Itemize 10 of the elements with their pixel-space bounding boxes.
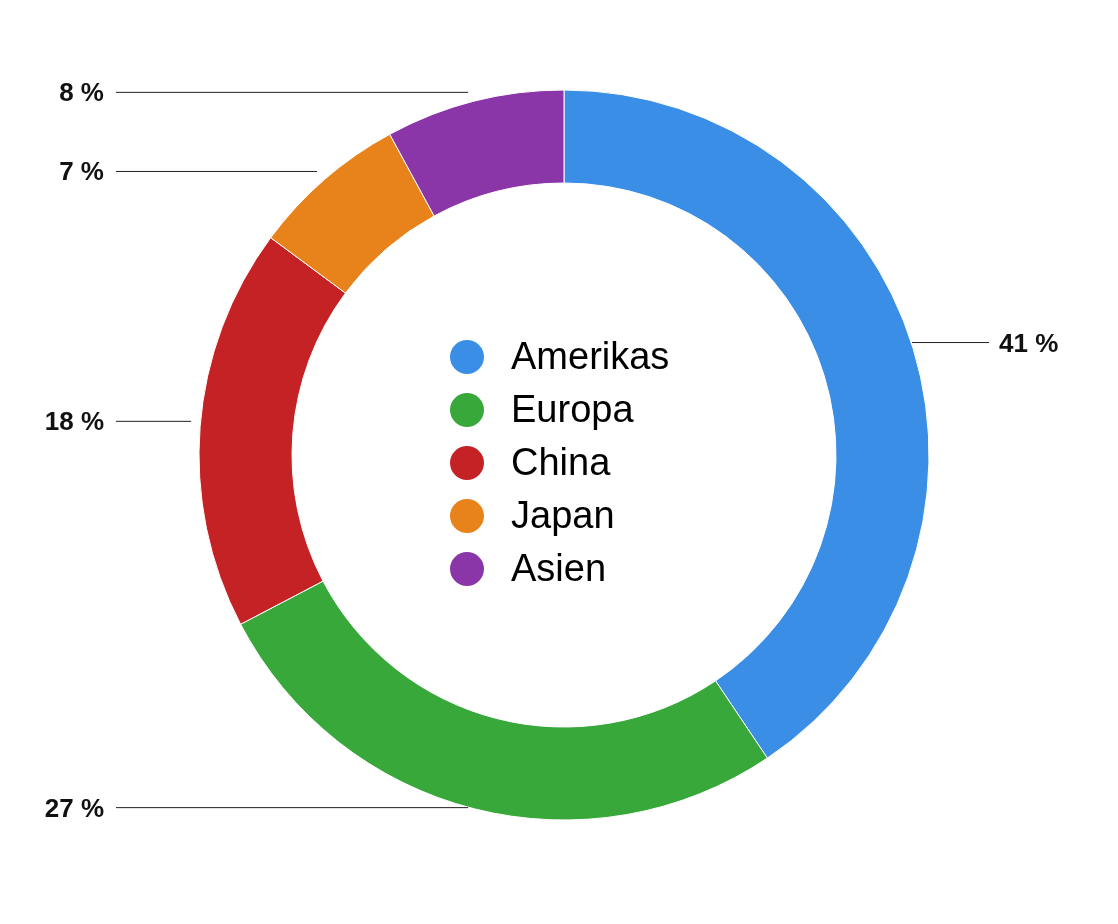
- data-label: 18 %: [44, 406, 104, 437]
- legend-label: China: [511, 441, 611, 484]
- legend-label: Europa: [511, 388, 634, 431]
- legend-label: Asien: [511, 547, 607, 590]
- legend-label: Amerikas: [511, 335, 670, 378]
- data-label: 7 %: [59, 156, 104, 187]
- data-label: 27 %: [44, 792, 104, 823]
- data-label: 41 %: [999, 327, 1059, 358]
- legend-label: Japan: [511, 494, 615, 537]
- data-label: 8 %: [59, 77, 104, 108]
